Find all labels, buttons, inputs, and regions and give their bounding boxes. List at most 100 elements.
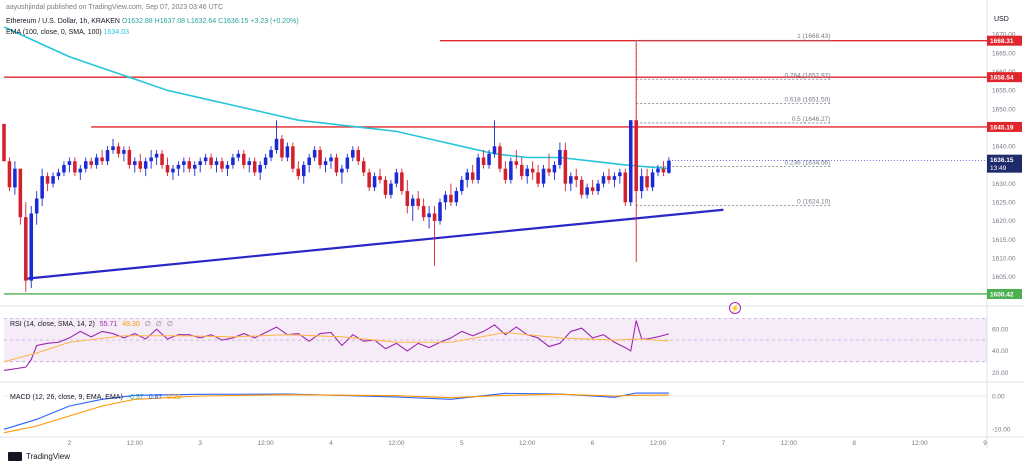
bar-countdown-label: 13:49 bbox=[990, 165, 1007, 172]
symbol-title: Ethereum / U.S. Dollar, 1h, KRAKEN bbox=[6, 18, 120, 25]
candle-body bbox=[176, 164, 181, 169]
lightning-icon[interactable]: ⚡ bbox=[729, 302, 741, 314]
candle-body bbox=[536, 172, 540, 184]
candle-body bbox=[263, 157, 268, 165]
candle-body bbox=[94, 157, 99, 165]
candle-body bbox=[618, 172, 622, 177]
rsi-tick-label: 20.00 bbox=[992, 370, 1009, 377]
candle-body bbox=[607, 176, 611, 180]
ema-value: 1634.03 bbox=[103, 29, 129, 36]
macd-legend: MACD (12, 26, close, 9, EMA, EMA) -0.57 … bbox=[10, 394, 181, 401]
candle-body bbox=[400, 172, 404, 192]
candle-body bbox=[296, 168, 301, 177]
candle-body bbox=[552, 164, 557, 173]
candle-body bbox=[329, 157, 333, 162]
candle-body bbox=[601, 176, 606, 184]
macd-signal-value: 0.29 bbox=[167, 394, 181, 401]
candle-body bbox=[73, 161, 77, 173]
ema-label: EMA (100, close, 0, SMA, 100) bbox=[6, 29, 102, 36]
rsi-tick-label: 60.00 bbox=[992, 327, 1009, 334]
price-tick-label: 1615.00 bbox=[992, 237, 1016, 244]
candle-body bbox=[334, 157, 339, 173]
candle-body bbox=[454, 191, 459, 203]
rsi-label: RSI (14, close, SMA, 14, 2) bbox=[10, 321, 95, 328]
price-tick-label: 1610.00 bbox=[992, 256, 1016, 263]
macd-tick-label: 0.00 bbox=[992, 393, 1005, 400]
candle-body bbox=[661, 168, 666, 173]
candle-body bbox=[372, 176, 377, 188]
candle-body bbox=[29, 213, 34, 281]
candle-body bbox=[269, 150, 273, 158]
candle-body bbox=[100, 157, 104, 162]
candle-body bbox=[465, 172, 470, 180]
candle-body bbox=[498, 146, 502, 169]
time-tick-label: 12:00 bbox=[388, 440, 405, 447]
time-tick-label: 12:00 bbox=[257, 440, 274, 447]
time-tick-label: 6 bbox=[591, 440, 595, 447]
candle-body bbox=[367, 172, 371, 188]
candle-body bbox=[165, 164, 170, 173]
time-tick-label: 12:00 bbox=[127, 440, 144, 447]
candle-body bbox=[247, 161, 252, 165]
candle-body bbox=[383, 179, 388, 195]
price-tick-label: 1655.00 bbox=[992, 88, 1016, 95]
candle-body bbox=[438, 202, 442, 221]
level-price-tag bbox=[987, 121, 1022, 132]
candle-body bbox=[78, 168, 83, 173]
candle-body bbox=[198, 161, 202, 165]
candle-body bbox=[449, 194, 453, 203]
level-price-label: 1668.31 bbox=[990, 38, 1014, 45]
publisher-line: aayushjindal published on TradingView.co… bbox=[6, 4, 223, 11]
macd-series-line bbox=[3, 393, 669, 434]
candle-body bbox=[149, 157, 153, 162]
rsi-series-line bbox=[3, 320, 670, 371]
candle-body bbox=[209, 157, 213, 165]
candle-body bbox=[476, 157, 480, 180]
candle-body bbox=[525, 168, 529, 177]
candle-body bbox=[356, 150, 361, 162]
candle-body bbox=[301, 164, 306, 177]
ascending-trendline bbox=[25, 208, 724, 280]
candle-body bbox=[481, 157, 486, 165]
price-tick-label: 1665.00 bbox=[992, 50, 1016, 57]
candle-body bbox=[133, 161, 137, 165]
price-tick-label: 1630.00 bbox=[992, 181, 1016, 188]
candle-body bbox=[18, 168, 23, 218]
price-tick-label: 1605.00 bbox=[992, 274, 1016, 281]
level-price-tag bbox=[987, 72, 1022, 83]
candle-body bbox=[378, 176, 382, 180]
candle-body bbox=[312, 150, 317, 158]
candle-body bbox=[427, 213, 431, 218]
candle-body bbox=[56, 172, 61, 177]
candle-body bbox=[34, 198, 39, 214]
candle-body bbox=[389, 183, 393, 195]
candle-body bbox=[574, 176, 579, 180]
level-price-tag bbox=[987, 35, 1022, 46]
candle-body bbox=[596, 183, 600, 192]
time-tick-label: 7 bbox=[722, 440, 726, 447]
rsi-series-line bbox=[3, 331, 669, 363]
candle-body bbox=[143, 161, 148, 169]
candle-body bbox=[89, 161, 93, 165]
candle-body bbox=[361, 161, 366, 173]
fib-level-label: 0 (1624.10) bbox=[797, 199, 830, 206]
tradingview-mark-icon bbox=[8, 452, 22, 461]
candle-body bbox=[187, 161, 192, 169]
level-price-label: 1658.54 bbox=[990, 75, 1014, 82]
time-tick-label: 4 bbox=[329, 440, 333, 447]
candle-body bbox=[182, 161, 186, 165]
candle-body bbox=[231, 157, 235, 165]
candle-body bbox=[443, 194, 448, 203]
candle-body bbox=[7, 161, 12, 188]
candle-body bbox=[285, 146, 290, 158]
candle-body bbox=[405, 191, 410, 206]
rsi-empty-1: ∅ bbox=[144, 321, 151, 328]
candle-body bbox=[13, 168, 17, 188]
candle-body bbox=[252, 161, 257, 173]
candle-body bbox=[394, 172, 399, 184]
candle-body bbox=[541, 168, 546, 184]
candle-body bbox=[351, 150, 355, 158]
candle-body bbox=[62, 164, 66, 173]
price-tick-label: 1640.00 bbox=[992, 144, 1016, 151]
